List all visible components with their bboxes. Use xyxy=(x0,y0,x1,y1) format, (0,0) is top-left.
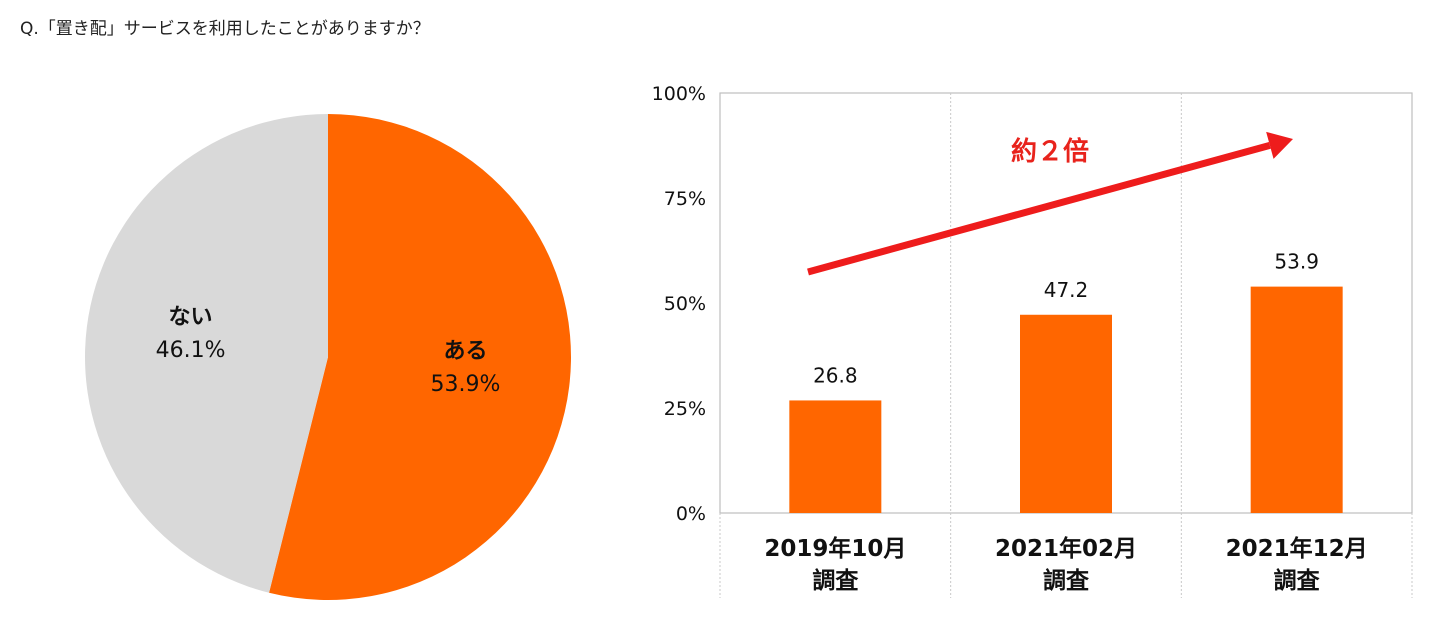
y-tick-label-3: 75% xyxy=(664,188,706,210)
category-sublabel-2: 調査 xyxy=(1274,567,1320,594)
category-sublabel-0: 調査 xyxy=(812,567,858,594)
category-sublabel-1: 調査 xyxy=(1043,567,1089,594)
pie-slice-value-0: 53.9% xyxy=(431,372,501,397)
trend-arrow-shaft xyxy=(807,141,1271,276)
y-tick-label-1: 25% xyxy=(664,398,706,420)
category-label-2: 2021年12月 xyxy=(1226,535,1368,562)
pie-slice-label-1: ない xyxy=(169,305,213,330)
question-title: Q.「置き配」サービスを利用したことがありますか？ xyxy=(20,19,430,39)
bar-value-label-1: 47.2 xyxy=(1044,278,1089,302)
pie-slice-1 xyxy=(84,114,328,593)
bar-value-label-2: 53.9 xyxy=(1274,250,1319,274)
y-tick-label-2: 50% xyxy=(664,293,706,315)
pie-slice-value-1: 46.1% xyxy=(156,338,226,363)
y-tick-label-4: 100% xyxy=(652,83,706,105)
category-label-0: 2019年10月 xyxy=(764,535,906,562)
bar-2 xyxy=(1250,286,1343,513)
growth-annotation: 約２倍 xyxy=(1011,136,1089,167)
bar-value-label-0: 26.8 xyxy=(813,363,858,387)
bar-1 xyxy=(1020,314,1112,513)
pie-slice-label-0: ある xyxy=(443,339,487,364)
trend-arrow-head xyxy=(1266,131,1293,159)
pie-chart: ある 53.9% ない 46.1% xyxy=(84,114,571,600)
y-tick-label-0: 0% xyxy=(676,503,706,525)
pie-slice-0 xyxy=(269,114,571,600)
bar-0 xyxy=(789,400,882,513)
category-label-1: 2021年02月 xyxy=(995,535,1137,562)
